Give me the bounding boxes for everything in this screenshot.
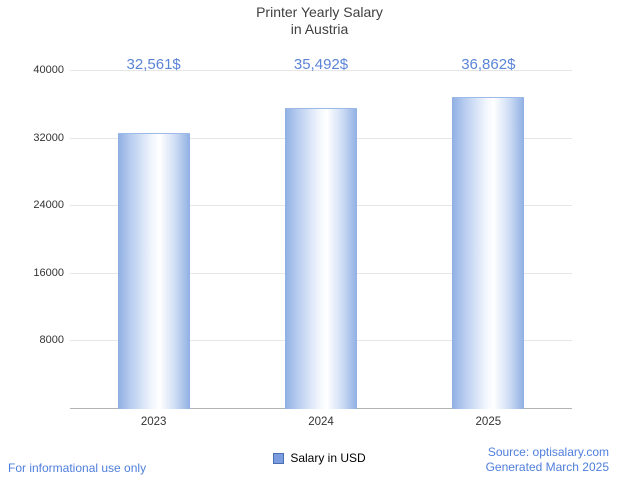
legend: Salary in USD (0, 451, 639, 465)
y-tick-label: 32000 (33, 131, 64, 144)
bar-value-label: 35,492$ (293, 56, 349, 73)
source-text: Source: optisalary.com (487, 445, 609, 459)
x-category-label: 2025 (475, 416, 502, 428)
generated-text: Generated March 2025 (485, 460, 609, 474)
legend-marker-icon (273, 452, 285, 464)
source-block: Source: optisalary.com Generated March 2… (486, 445, 609, 475)
chart-title: Printer Yearly Salary in Austria (0, 4, 639, 38)
legend-label: Salary in USD (290, 451, 366, 465)
bar-value-label: 36,862$ (461, 56, 516, 73)
bar-2025 (452, 96, 525, 409)
y-tick-label: 8000 (39, 334, 64, 347)
y-tick-label: 40000 (33, 64, 64, 76)
chart-title-line1: Printer Yearly Salary (256, 4, 383, 20)
disclaimer-text: For informational use only (8, 461, 147, 475)
x-category-label: 2023 (140, 416, 167, 428)
x-category-label: 2024 (308, 416, 334, 428)
bar-value-label: 32,561$ (126, 56, 181, 73)
bar-2024 (285, 108, 357, 409)
gridline (70, 70, 572, 71)
bar-2023 (117, 132, 190, 409)
y-tick-label: 24000 (33, 199, 64, 212)
chart-title-line2: in Austria (290, 21, 349, 37)
y-tick-label: 16000 (33, 266, 64, 279)
